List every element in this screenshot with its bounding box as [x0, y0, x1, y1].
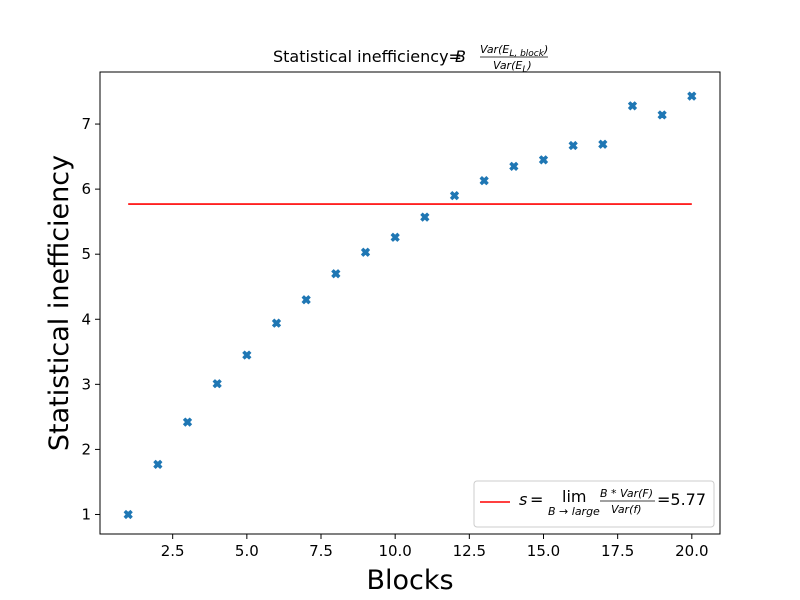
plot-area — [100, 72, 720, 534]
legend-s: s — [519, 490, 527, 509]
y-tick-label: 6 — [81, 180, 91, 198]
data-points — [123, 91, 697, 520]
y-tick-label: 4 — [81, 310, 91, 328]
legend-frac-den: Var(f) — [611, 503, 642, 516]
y-tick-label: 3 — [81, 375, 91, 393]
data-point — [212, 379, 222, 389]
y-tick-label: 5 — [81, 245, 91, 263]
data-point — [360, 247, 371, 257]
data-point — [509, 161, 519, 171]
x-tick-label: 5.0 — [235, 542, 259, 560]
data-point — [538, 155, 549, 165]
x-tick-label: 7.5 — [309, 542, 333, 560]
title-denominator: Var(EL) — [493, 59, 532, 75]
data-point — [420, 212, 430, 222]
x-tick-label: 12.5 — [453, 542, 486, 560]
x-axis-label: Blocks — [366, 565, 453, 596]
chart-title: Statistical inefficiency= B Var(EL, bloc… — [273, 43, 548, 75]
y-axis-label: Statistical inefficiency — [44, 155, 75, 451]
title-denominator-main: Var(E — [493, 59, 522, 72]
title-numerator-sub: L, block — [509, 49, 544, 59]
data-point — [301, 295, 311, 305]
title-b: B — [455, 47, 466, 66]
data-point — [479, 176, 489, 186]
data-point — [331, 269, 341, 279]
x-tick-label: 20.0 — [675, 542, 708, 560]
legend-eq: = — [530, 490, 543, 509]
data-point — [123, 509, 133, 520]
title-numerator: Var(EL, block) — [480, 43, 548, 59]
title-numerator-main: Var(E — [480, 43, 509, 56]
title-numerator-close: ) — [543, 43, 548, 56]
data-point — [449, 191, 460, 201]
legend-box — [473, 480, 715, 528]
title-denominator-close: ) — [526, 59, 531, 72]
axis-ticks: 2.5 5.0 7.5 10.0 12.5 15.0 17.5 20.0 1 2 3 4 5 6 7 — [81, 115, 708, 560]
x-tick-label: 2.5 — [161, 542, 185, 560]
legend-lim: lim — [562, 487, 586, 506]
data-point — [627, 101, 638, 111]
y-tick-label: 2 — [81, 440, 91, 458]
data-point — [242, 350, 252, 360]
data-point — [182, 417, 193, 427]
legend-lim-sub: B → large — [548, 505, 600, 518]
legend: s = lim B → large B * Var(F) Var(f) =5.7… — [473, 480, 715, 528]
data-point — [657, 110, 667, 120]
y-tick-label: 1 — [81, 505, 91, 523]
data-point — [568, 140, 578, 151]
legend-value: =5.77 — [657, 490, 706, 509]
y-tick-label: 7 — [81, 115, 91, 133]
legend-frac-num: B * Var(F) — [600, 487, 653, 500]
x-tick-label: 10.0 — [378, 542, 411, 560]
axes-frame — [99, 71, 721, 535]
data-point — [153, 459, 163, 469]
data-point — [271, 318, 282, 328]
title-denominator-sub: L — [522, 65, 527, 75]
data-point — [390, 232, 400, 242]
title-prefix: Statistical inefficiency= — [273, 47, 462, 66]
x-tick-label: 15.0 — [527, 542, 560, 560]
data-point — [687, 91, 697, 101]
data-point — [598, 139, 608, 149]
x-tick-label: 17.5 — [601, 542, 634, 560]
